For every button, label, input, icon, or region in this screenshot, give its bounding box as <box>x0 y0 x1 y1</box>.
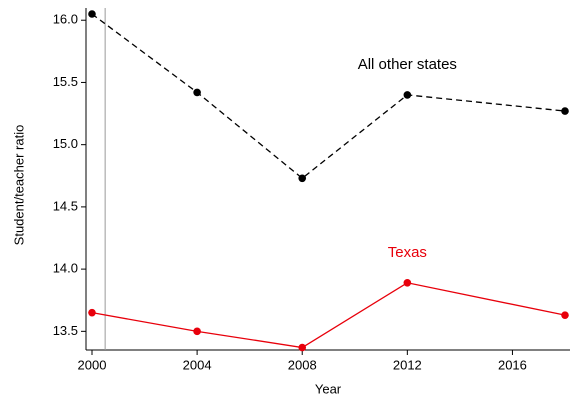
y-tick-label: 16.0 <box>53 12 78 27</box>
data-point <box>403 91 412 99</box>
data-point <box>193 88 201 97</box>
data-point <box>88 308 96 317</box>
y-tick-label: 14.5 <box>53 198 78 213</box>
y-tick-label: 14.0 <box>53 261 78 276</box>
series-line <box>91 13 566 180</box>
y-tick-label: 15.0 <box>53 136 78 151</box>
y-axis-label: Student/teacher ratio <box>11 125 26 246</box>
series-label: Texas <box>388 244 427 261</box>
data-point <box>403 279 412 287</box>
x-tick-label: 2016 <box>498 357 527 372</box>
series-line <box>91 282 566 349</box>
x-tick-label: 2012 <box>393 357 422 372</box>
data-point <box>561 107 569 115</box>
x-tick-label: 2004 <box>183 357 212 372</box>
data-point <box>561 311 569 319</box>
series-label: All other states <box>358 56 457 73</box>
y-tick-label: 13.5 <box>53 323 78 338</box>
data-point <box>298 174 307 183</box>
data-point <box>88 10 96 18</box>
data-point <box>298 343 307 352</box>
y-tick-label: 15.5 <box>53 74 78 89</box>
x-tick-label: 2008 <box>288 357 317 372</box>
data-point <box>193 327 201 336</box>
x-tick-label: 2000 <box>78 357 107 372</box>
x-axis-label: Year <box>315 381 342 396</box>
